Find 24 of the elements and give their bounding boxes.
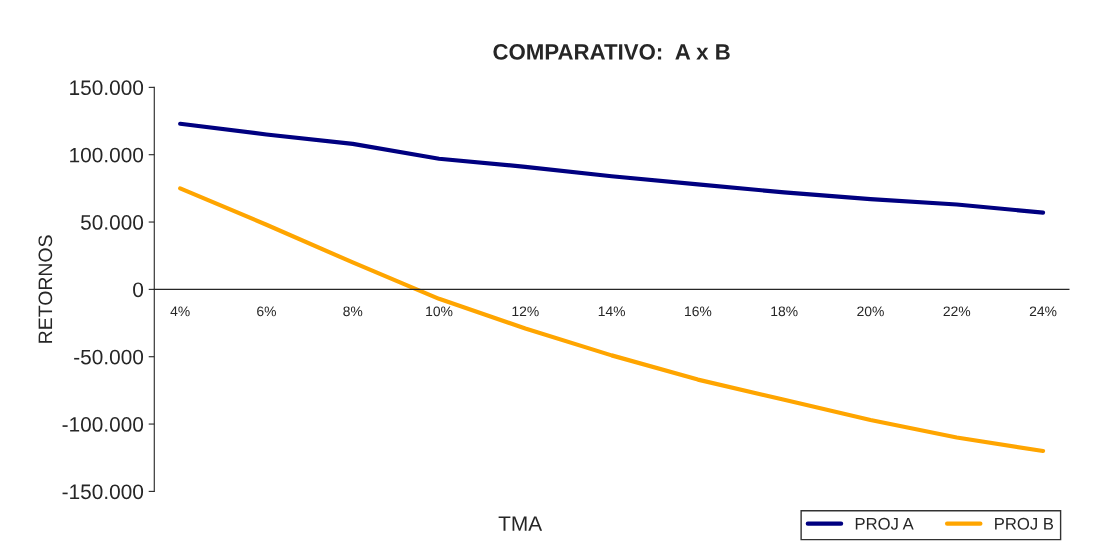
- line-series: [178, 121, 1046, 215]
- x-tick-label: 8%: [343, 306, 363, 317]
- x-tick-label: 4%: [170, 306, 190, 317]
- x-tick-label: 14%: [598, 306, 626, 317]
- y-tick-label: 150.000: [70, 80, 144, 96]
- x-tick-label: 18%: [771, 306, 798, 317]
- y-tick-label: -100.000: [62, 417, 144, 432]
- x-tick-label: 16%: [685, 306, 712, 317]
- x-tick-label: 20%: [857, 306, 884, 317]
- x-axis-title: TMA: [498, 516, 543, 531]
- x-tick-label: 24%: [1029, 306, 1057, 317]
- y-tick-label: -150.000: [62, 484, 144, 500]
- y-tick-label: 50.000: [80, 215, 144, 230]
- y-axis-title: RETORNOS: [38, 235, 53, 343]
- legend-label: PROJ A: [855, 517, 914, 530]
- y-tick-label: 100.000: [70, 147, 144, 163]
- y-tick-label: 0: [133, 282, 144, 298]
- x-tick-label: 12%: [512, 306, 539, 317]
- chart-title: COMPARATIVO: A x B: [493, 44, 730, 60]
- x-tick-label: 22%: [943, 306, 971, 317]
- y-tick-label: -50.000: [74, 349, 144, 365]
- x-tick-label: 10%: [426, 306, 453, 317]
- legend-label: PROJ B: [995, 517, 1054, 530]
- x-tick-label: 6%: [257, 306, 276, 317]
